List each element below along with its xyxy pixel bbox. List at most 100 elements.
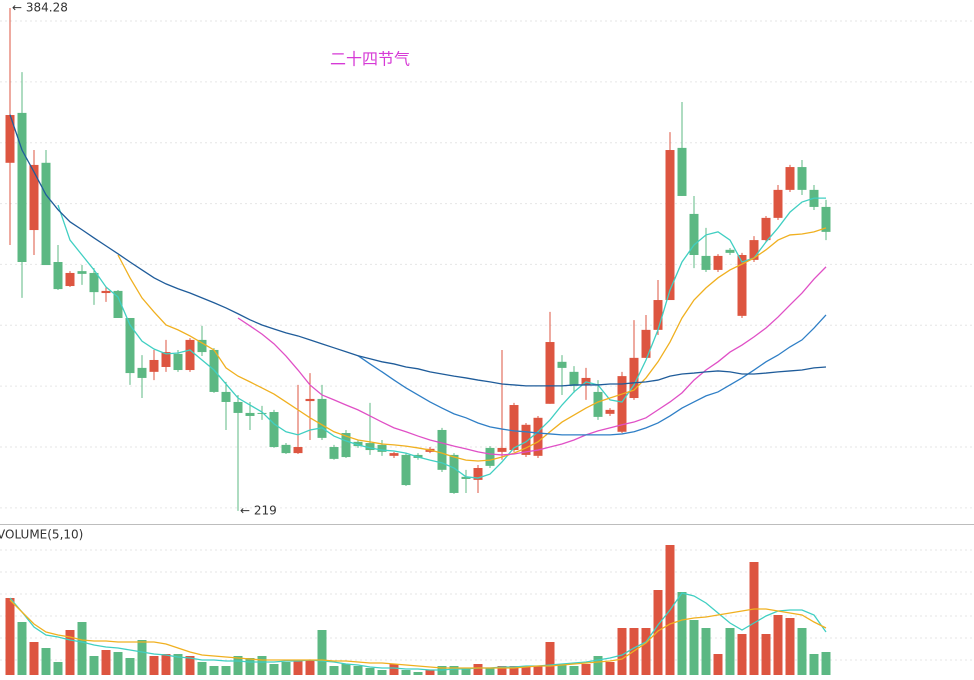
volume-bar <box>209 666 219 675</box>
candle-body <box>797 167 807 190</box>
volume-bar <box>593 656 603 675</box>
volume-bar <box>281 662 291 675</box>
candle-body <box>305 398 315 402</box>
candle-body <box>569 371 579 386</box>
candle-body <box>257 412 267 414</box>
volume-bar <box>317 630 327 675</box>
candle-body <box>713 255 723 270</box>
volume-bar <box>401 670 411 675</box>
candle-body <box>497 447 507 452</box>
candle-body <box>65 272 75 287</box>
candle-body <box>761 217 771 241</box>
candle-body <box>557 361 567 368</box>
volume-bar <box>365 668 375 675</box>
candle-body <box>185 339 195 371</box>
candle-body <box>329 447 339 459</box>
chart-title: 二十四节气 <box>330 50 410 69</box>
volume-bar <box>221 666 231 675</box>
candle-body <box>437 429 447 470</box>
volume-bar <box>557 664 567 675</box>
volume-bar <box>305 660 315 675</box>
volume-bar <box>89 656 99 675</box>
volume-bar <box>749 562 759 675</box>
volume-title: VOLUME(5,10) <box>0 528 83 542</box>
candle-body <box>773 189 783 218</box>
ma-line <box>9 114 827 387</box>
volume-bar <box>185 656 195 675</box>
ma-line <box>357 314 827 436</box>
volume-bar <box>197 662 207 675</box>
volume-bar <box>701 628 711 675</box>
volume-bar <box>725 628 735 675</box>
volume-bar <box>149 656 159 675</box>
candle-body <box>89 272 99 293</box>
candle-body <box>197 339 207 353</box>
candle-body <box>77 271 87 274</box>
candle-body <box>509 405 519 451</box>
volume-bar <box>5 598 15 675</box>
volume-bar <box>353 666 363 675</box>
volume-bar <box>77 622 87 675</box>
volume-bar <box>341 664 351 675</box>
candle-body <box>593 391 603 417</box>
volume-bar <box>29 642 39 675</box>
volume-ma-line <box>9 599 827 669</box>
candle-body <box>689 213 699 256</box>
volume-bar <box>737 634 747 675</box>
candle-body <box>641 329 651 358</box>
candle-body <box>29 164 39 231</box>
volume-bar <box>161 654 171 675</box>
volume-bar <box>497 666 507 675</box>
candle-body <box>605 409 615 414</box>
volume-bar <box>377 670 387 675</box>
volume-bar <box>509 666 519 675</box>
volume-bar <box>473 664 483 675</box>
candle-body <box>473 468 483 480</box>
volume-bar <box>293 660 303 675</box>
candle-body <box>461 476 471 479</box>
candle-body <box>821 206 831 232</box>
candle-body <box>245 412 255 416</box>
volume-bar <box>17 622 27 675</box>
candle-body <box>401 454 411 486</box>
volume-bar <box>65 630 75 675</box>
candle-body <box>701 255 711 270</box>
volume-bar <box>245 658 255 675</box>
candle-body <box>365 443 375 451</box>
candle-body <box>5 115 15 163</box>
volume-bar <box>173 654 183 675</box>
candle-body <box>629 357 639 399</box>
candle-body <box>149 359 159 372</box>
candle-body <box>317 398 327 438</box>
volume-bar <box>233 656 243 675</box>
volume-bar <box>461 668 471 675</box>
candle-body <box>725 249 735 253</box>
candle-body <box>341 433 351 458</box>
candle-body <box>101 290 111 294</box>
volume-bar <box>137 640 147 675</box>
price-annotation: ← 219 <box>240 503 277 517</box>
candle-body <box>233 401 243 413</box>
volume-bar <box>101 650 111 675</box>
candle-body <box>785 167 795 190</box>
candle-body <box>161 352 171 367</box>
candle-body <box>377 444 387 452</box>
volume-bar <box>689 620 699 675</box>
candle-body <box>665 150 675 301</box>
candle-body <box>389 453 399 456</box>
volume-bar <box>125 658 135 675</box>
volume-bar <box>773 615 783 675</box>
ma-line <box>57 197 826 479</box>
candle-body <box>485 447 495 466</box>
candle-body <box>137 367 147 378</box>
candle-body <box>221 391 231 402</box>
volume-bar <box>113 652 123 675</box>
ma-line <box>237 266 827 456</box>
volume-bar <box>581 664 591 675</box>
candle-body <box>617 376 627 432</box>
volume-bar <box>569 666 579 675</box>
volume-bar <box>53 662 63 675</box>
candle-body <box>281 444 291 454</box>
